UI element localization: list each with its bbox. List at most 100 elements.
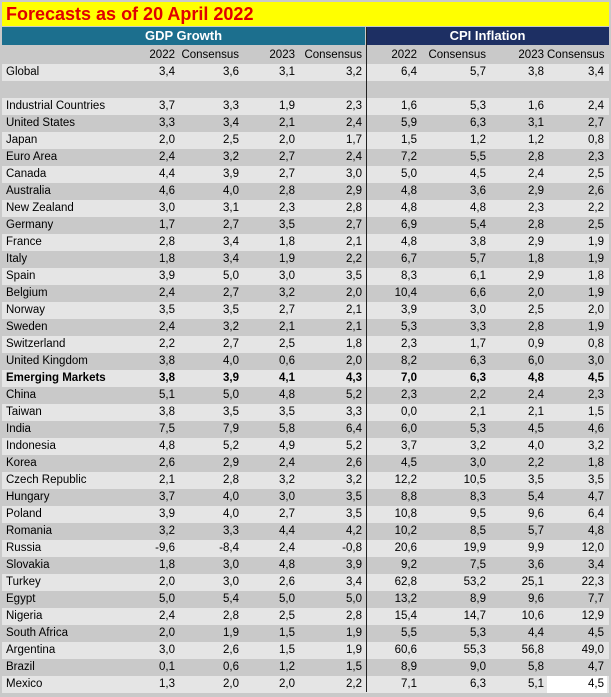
table-cell[interactable]: 2,7 [279,151,295,163]
table-cell[interactable]: 4,4 [159,168,175,180]
table-cell[interactable]: 1,8 [159,559,175,571]
table-cell[interactable] [420,81,489,98]
table-cell[interactable]: 20,6 [394,542,417,554]
table-cell[interactable]: 2,5 [588,219,604,231]
table-cell[interactable]: 3,5 [588,474,604,486]
table-cell[interactable]: 12,2 [394,474,417,486]
table-cell[interactable]: 4,6 [159,185,175,197]
table-cell[interactable]: 3,2 [346,474,362,486]
table-cell[interactable]: 2,6 [223,644,239,656]
table-cell[interactable] [489,81,547,98]
table-cell[interactable]: 2,0 [588,304,604,316]
table-cell[interactable]: 4,0 [223,491,239,503]
table-cell[interactable]: 5,7 [470,66,486,78]
table-cell[interactable]: 3,2 [470,440,486,452]
table-cell[interactable]: 2,1 [279,321,295,333]
table-cell[interactable]: 1,5 [588,406,604,418]
table-cell[interactable]: 3,3 [223,100,239,112]
table-cell[interactable]: 2,0 [159,627,175,639]
table-cell[interactable]: 5,0 [223,389,239,401]
table-cell[interactable]: 2,8 [528,321,544,333]
table-cell[interactable]: 4,0 [223,355,239,367]
table-cell[interactable]: 2,0 [346,355,362,367]
table-cell[interactable]: 3,7 [159,100,175,112]
table-cell[interactable]: 5,8 [528,661,544,673]
table-cell[interactable]: 4,8 [159,440,175,452]
table-cell[interactable]: 7,5 [159,423,175,435]
table-cell[interactable]: 5,3 [470,423,486,435]
table-cell[interactable]: 0,8 [588,338,604,350]
table-cell[interactable]: 1,9 [588,236,604,248]
table-cell[interactable]: 8,3 [401,270,417,282]
table-cell[interactable]: 9,6 [528,593,544,605]
table-cell[interactable]: 2,2 [346,253,362,265]
table-cell[interactable]: 5,0 [401,168,417,180]
table-cell[interactable]: 5,0 [223,270,239,282]
table-cell[interactable]: 2,9 [528,185,544,197]
table-cell[interactable]: 5,4 [528,491,544,503]
table-cell[interactable]: 3,5 [346,508,362,520]
table-cell[interactable]: 3,5 [346,270,362,282]
table-cell[interactable]: 3,9 [159,508,175,520]
table-cell[interactable]: 15,4 [394,610,417,622]
table-cell[interactable]: 56,8 [521,644,544,656]
table-cell[interactable]: 1,9 [279,253,295,265]
table-cell[interactable]: 5,7 [528,525,544,537]
table-cell[interactable]: 2,8 [346,610,362,622]
table-cell[interactable]: 1,5 [279,644,295,656]
table-cell[interactable]: 3,1 [223,202,239,214]
table-cell[interactable]: 2,4 [279,542,295,554]
table-cell[interactable]: 6,1 [470,270,486,282]
table-cell[interactable]: 3,2 [346,66,362,78]
table-cell[interactable]: 2,4 [528,168,544,180]
table-cell[interactable]: 1,9 [223,627,239,639]
table-cell[interactable]: 2,4 [279,457,295,469]
table-cell[interactable]: 1,8 [588,270,604,282]
table-cell[interactable]: 3,5 [223,406,239,418]
table-cell[interactable]: 7,2 [401,151,417,163]
table-cell[interactable]: 5,0 [279,593,295,605]
table-cell[interactable]: 5,1 [159,389,175,401]
table-cell[interactable]: 3,0 [588,355,604,367]
table-cell[interactable]: 4,8 [279,389,295,401]
table-cell[interactable]: 4,5 [528,423,544,435]
table-cell[interactable] [547,81,607,98]
table-cell[interactable]: 1,3 [159,678,175,690]
table-cell[interactable]: 3,9 [346,559,362,571]
table-cell[interactable] [138,81,178,98]
table-cell[interactable]: 3,2 [223,151,239,163]
table-cell[interactable]: 2,1 [470,406,486,418]
table-cell[interactable]: 3,2 [159,525,175,537]
table-cell[interactable]: 2,9 [528,236,544,248]
table-cell[interactable]: 4,7 [588,491,604,503]
table-cell[interactable]: 62,8 [394,576,417,588]
table-cell[interactable]: 5,1 [528,678,544,690]
table-cell[interactable]: 1,9 [588,253,604,265]
table-cell[interactable]: 4,8 [528,372,544,384]
table-cell[interactable]: 3,4 [223,236,239,248]
table-cell[interactable] [242,81,298,98]
table-cell[interactable]: 6,7 [401,253,417,265]
table-cell[interactable]: 4,8 [588,525,604,537]
table-cell[interactable]: 5,2 [346,440,362,452]
table-cell[interactable]: 2,3 [279,202,295,214]
table-cell[interactable]: 2,6 [279,576,295,588]
table-cell[interactable]: 3,4 [223,117,239,129]
table-cell[interactable]: 5,0 [159,593,175,605]
table-cell[interactable]: 1,8 [346,338,362,350]
table-cell[interactable]: 2,4 [159,151,175,163]
table-cell[interactable]: 2,7 [346,219,362,231]
table-cell[interactable]: 2,3 [588,389,604,401]
table-cell[interactable]: -9,6 [155,542,175,554]
table-cell[interactable]: 2,4 [528,389,544,401]
table-cell[interactable]: 5,8 [279,423,295,435]
table-cell[interactable]: 3,3 [346,406,362,418]
table-cell[interactable]: 6,3 [470,372,486,384]
table-cell[interactable]: 3,4 [346,576,362,588]
table-cell[interactable]: 4,4 [528,627,544,639]
table-cell[interactable]: 4,0 [223,185,239,197]
table-cell[interactable]: 10,5 [463,474,486,486]
table-cell[interactable]: -8,4 [219,542,239,554]
table-cell[interactable] [365,81,420,98]
table-cell[interactable]: 2,4 [159,321,175,333]
